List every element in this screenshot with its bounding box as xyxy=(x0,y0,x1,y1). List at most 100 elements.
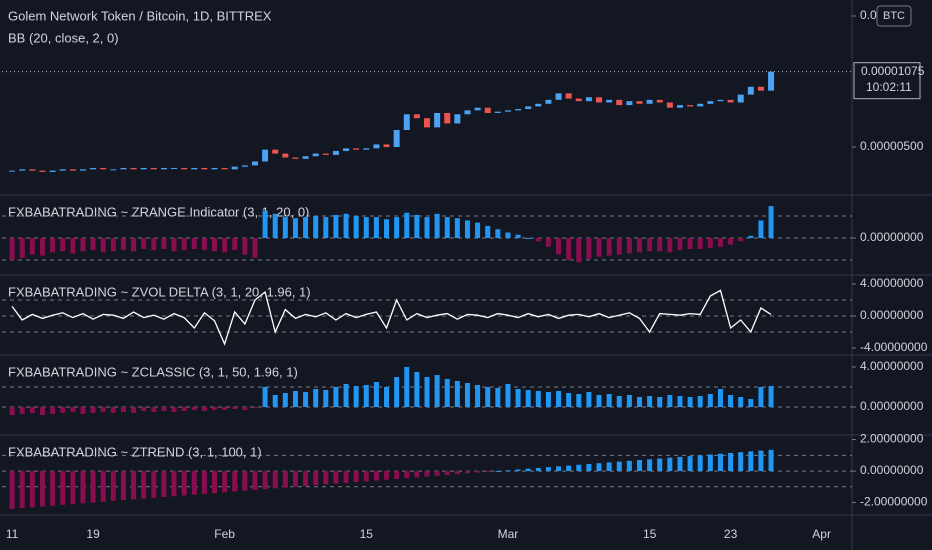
histogram-bar xyxy=(313,389,319,407)
histogram-bar xyxy=(303,471,309,487)
histogram-bar xyxy=(677,238,683,251)
candle xyxy=(596,97,603,103)
histogram-bar xyxy=(647,396,653,407)
histogram-bar xyxy=(728,395,734,407)
candle xyxy=(646,99,653,104)
histogram-bar xyxy=(141,238,147,250)
histogram-bar xyxy=(181,407,187,411)
histogram-bar xyxy=(363,217,369,239)
histogram-bar xyxy=(475,222,481,239)
histogram-bar xyxy=(29,238,35,255)
histogram-bar xyxy=(545,392,551,407)
histogram-bar xyxy=(394,217,400,239)
histogram-bar xyxy=(373,471,379,481)
histogram-bar xyxy=(566,465,572,472)
histogram-bar xyxy=(282,217,288,239)
histogram-bar xyxy=(495,388,501,407)
histogram-bar xyxy=(626,395,632,407)
histogram-bar xyxy=(110,471,116,501)
histogram-bar xyxy=(454,381,460,407)
histogram-bar xyxy=(100,238,106,253)
histogram-bar xyxy=(394,377,400,407)
candle xyxy=(49,170,56,172)
candle xyxy=(444,112,451,124)
histogram-bar xyxy=(464,471,470,474)
candle xyxy=(616,99,623,106)
histogram-bar xyxy=(505,232,511,239)
histogram-bar xyxy=(222,238,228,253)
x-tick-label: 11 xyxy=(6,527,19,541)
histogram-bar xyxy=(556,466,562,472)
histogram-bar xyxy=(191,407,197,410)
histogram-bar xyxy=(637,397,642,407)
indicator-title: FXBABATRADING ~ ZTREND (3, 1, 100, 1) xyxy=(8,444,262,459)
histogram-bar xyxy=(110,238,116,252)
candle xyxy=(130,168,137,170)
histogram-bar xyxy=(677,456,683,472)
histogram-bar xyxy=(333,214,339,239)
histogram-bar xyxy=(282,393,288,407)
histogram-bar xyxy=(212,471,217,494)
histogram-bar xyxy=(596,238,602,257)
histogram-bar xyxy=(181,471,187,496)
histogram-bar xyxy=(201,238,207,251)
y-tick-label: -2.00000000 xyxy=(860,495,928,509)
candle xyxy=(413,114,420,119)
candle xyxy=(29,169,36,171)
candle xyxy=(363,148,370,150)
histogram-bar xyxy=(576,394,582,407)
currency[interactable]: BTC xyxy=(883,10,905,22)
candle xyxy=(100,168,107,170)
histogram-bar xyxy=(697,396,703,407)
candle xyxy=(19,169,26,171)
study-label: BB (20, close, 2, 0) xyxy=(8,30,119,45)
x-tick-label: Feb xyxy=(214,527,235,541)
candle xyxy=(191,168,198,170)
histogram-bar xyxy=(434,375,440,407)
histogram-bar xyxy=(697,455,703,472)
histogram-bar xyxy=(39,238,45,256)
y-tick-label: 0.00000000 xyxy=(860,399,924,413)
histogram-bar xyxy=(535,391,541,407)
candle xyxy=(454,114,461,124)
indicator-title: FXBABATRADING ~ ZVOL DELTA (3, 1, 20, 1.… xyxy=(8,284,311,299)
histogram-bar xyxy=(343,384,349,407)
currency-badge[interactable] xyxy=(876,5,912,27)
histogram-bar xyxy=(768,449,774,472)
histogram-bar xyxy=(475,385,481,407)
histogram-bar xyxy=(545,467,551,472)
histogram-bar xyxy=(191,471,197,495)
candle xyxy=(484,107,491,113)
candle xyxy=(181,168,188,170)
histogram-bar xyxy=(120,471,126,501)
x-tick-label: 15 xyxy=(643,527,657,541)
histogram-bar xyxy=(637,460,642,472)
histogram-bar xyxy=(343,471,349,483)
candle xyxy=(90,168,97,170)
histogram-bar xyxy=(596,463,602,472)
histogram-bar xyxy=(485,387,491,407)
y-tick-label: 0.00000500 xyxy=(860,139,924,153)
histogram-bar xyxy=(151,238,157,251)
histogram-bar xyxy=(323,217,329,239)
histogram-bar xyxy=(525,390,531,407)
histogram-bar xyxy=(384,471,390,480)
candle xyxy=(697,103,704,107)
histogram-bar xyxy=(242,407,248,410)
histogram-bar xyxy=(454,218,460,239)
histogram-bar xyxy=(90,407,96,413)
candle xyxy=(120,168,127,170)
candle xyxy=(393,130,400,148)
histogram-bar xyxy=(404,212,410,239)
histogram-bar xyxy=(272,471,278,489)
histogram-bar xyxy=(29,471,35,508)
histogram-bar xyxy=(444,471,450,475)
histogram-bar xyxy=(262,210,268,239)
histogram-bar xyxy=(100,407,106,412)
histogram-bar xyxy=(60,407,66,413)
oscillator-line xyxy=(11,289,772,346)
histogram-bar xyxy=(252,407,258,408)
histogram-bar xyxy=(29,407,35,413)
candle xyxy=(262,149,269,162)
histogram-bar xyxy=(19,471,25,509)
